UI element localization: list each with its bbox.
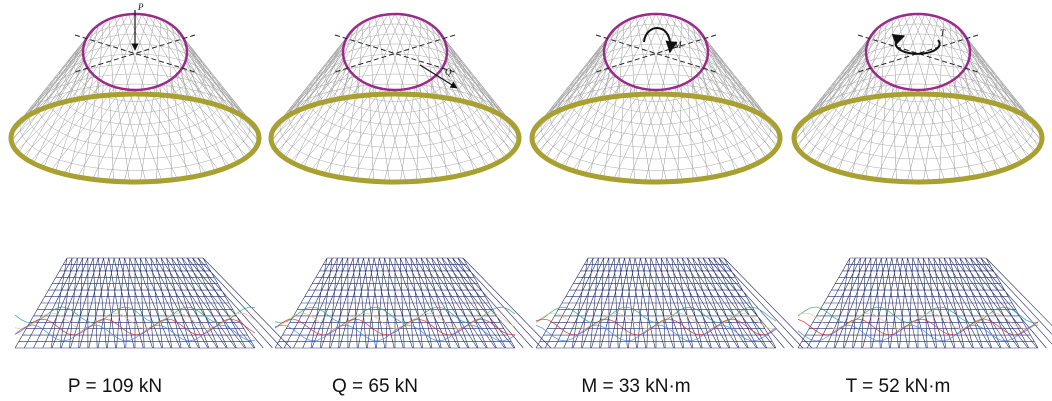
base-ring — [794, 94, 1042, 182]
deformed-mesh — [798, 258, 1052, 348]
lattice — [794, 14, 1042, 182]
load-label: Q — [445, 67, 452, 77]
caption: M = 33 kN·m — [581, 376, 690, 397]
load-label: M — [673, 40, 682, 50]
top-ring — [343, 14, 447, 90]
panel: T T = 52 kN·m — [794, 14, 1052, 397]
lattice — [532, 14, 780, 182]
load-label: T — [940, 28, 946, 38]
panel: M M = 33 kN·m — [532, 14, 812, 397]
panel: P P = 109 kN — [11, 2, 291, 397]
base-ring — [271, 94, 519, 182]
lattice — [271, 14, 519, 182]
dashed-axes — [335, 35, 455, 72]
load-label: P — [137, 2, 144, 12]
base-ring — [11, 94, 259, 182]
top-ring — [604, 14, 708, 90]
base-ring — [532, 94, 780, 182]
caption: P = 109 kN — [68, 376, 162, 397]
load-arrow — [644, 28, 670, 52]
dashed-axes — [596, 35, 716, 72]
figure: P P = 109 kN Q Q = 65 kN M M = 33 kN·m T T = 52… — [0, 0, 1052, 401]
panel: Q Q = 65 kN — [271, 14, 551, 397]
caption: Q = 65 kN — [332, 376, 418, 397]
caption: T = 52 kN·m — [846, 376, 951, 397]
top-ring — [866, 14, 970, 90]
deformed-mesh — [15, 258, 291, 348]
